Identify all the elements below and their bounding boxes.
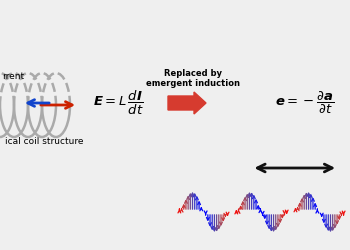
FancyArrow shape bbox=[168, 92, 206, 114]
Text: ical coil structure: ical coil structure bbox=[5, 137, 84, 146]
Text: Replaced by
emergent induction: Replaced by emergent induction bbox=[146, 68, 240, 88]
Text: rrent: rrent bbox=[2, 72, 24, 81]
Text: $\boldsymbol{E} = L\,\dfrac{d\boldsymbol{I}}{dt}$: $\boldsymbol{E} = L\,\dfrac{d\boldsymbol… bbox=[92, 89, 144, 117]
Text: $\boldsymbol{e} = -\dfrac{\partial \boldsymbol{a}}{\partial t}$: $\boldsymbol{e} = -\dfrac{\partial \bold… bbox=[275, 90, 335, 116]
